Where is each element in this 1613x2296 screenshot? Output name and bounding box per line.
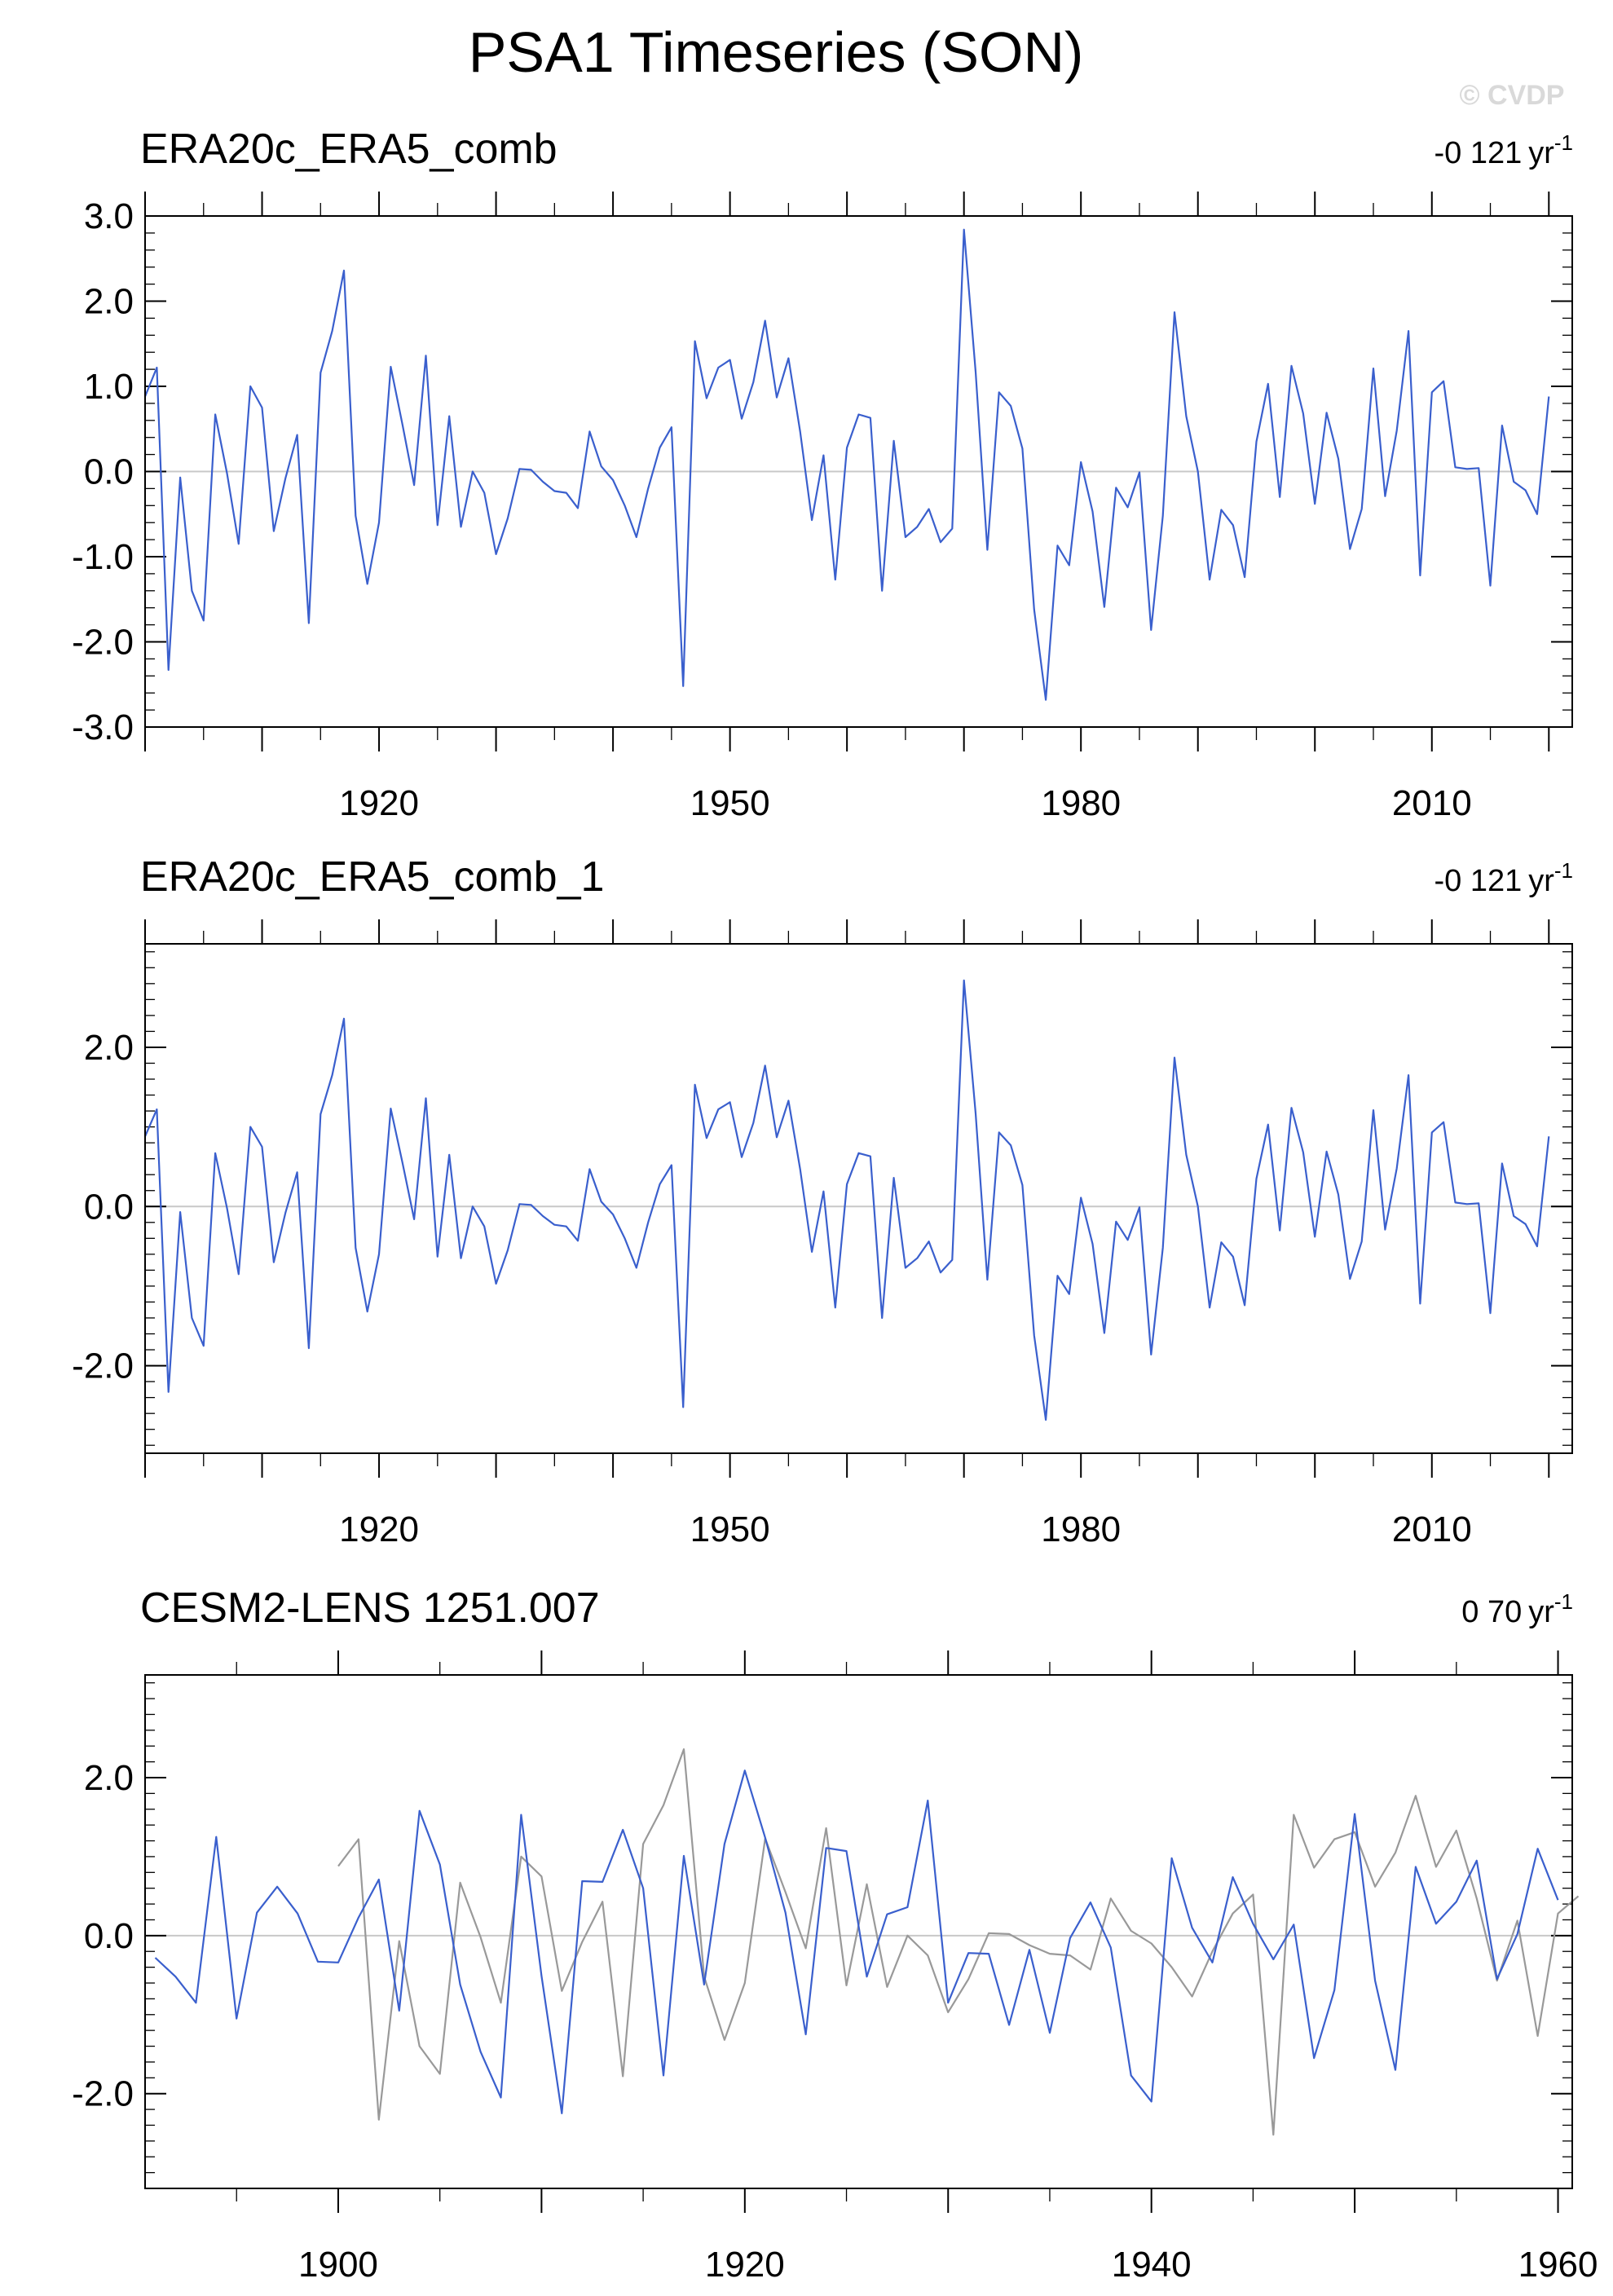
y-tick-label: 3.0	[84, 196, 134, 236]
y-tick-label: 0.0	[84, 1916, 134, 1956]
y-tick-label: 2.0	[84, 282, 134, 322]
y-tick-label: -1.0	[72, 537, 134, 577]
trend-label: -0 121 yr-1	[1434, 130, 1573, 170]
y-tick-label: 2.0	[84, 1758, 134, 1798]
plot-area: -3.0 -2.0 -1.0 0.0 1.0 2.0 3.0 1920 1950 1980 2010	[72, 192, 1573, 823]
x-tick-label: 1950	[690, 783, 770, 823]
trend-value: -0 121	[1434, 864, 1522, 898]
trend-label: 0 70 yr-1	[1461, 1589, 1573, 1629]
panel-3: CESM2-LENS 1251.007 0 70 yr-1 -2.0 0.0 2.0 1…	[72, 1584, 1598, 2285]
trend-unit: yr	[1528, 136, 1554, 170]
plot-frame	[144, 215, 1573, 728]
y-tick-label: 0.0	[84, 1187, 134, 1227]
x-tick-label: 1920	[339, 783, 419, 823]
copyright-watermark: © CVDP	[1460, 80, 1565, 111]
trend-exponent: -1	[1554, 130, 1573, 155]
figure-title: PSA1 Timeseries (SON)	[469, 20, 1084, 84]
x-tick-label: 1920	[705, 2245, 785, 2285]
panel-title: ERA20c_ERA5_comb	[140, 126, 557, 173]
x-tick-label: 1920	[339, 1509, 419, 1549]
series-line	[154, 1769, 1559, 2114]
plot-frame	[144, 943, 1573, 1454]
panel-title: CESM2-LENS 1251.007	[140, 1584, 600, 1632]
trend-exponent: -1	[1554, 858, 1573, 883]
y-tick-label: 1.0	[84, 367, 134, 407]
x-tick-label: 2010	[1392, 783, 1472, 823]
x-tick-label: 1900	[298, 2245, 378, 2285]
series-line	[337, 1748, 1580, 2136]
y-tick-label: 0.0	[84, 452, 134, 492]
trend-unit: yr	[1528, 1595, 1554, 1629]
plot-frame	[144, 1674, 1573, 2189]
x-tick-label: 1980	[1041, 783, 1121, 823]
series-line	[143, 228, 1550, 701]
y-tick-label: 2.0	[84, 1028, 134, 1068]
panel-2: ERA20c_ERA5_comb_1 -0 121 yr-1 -2.0 0.0 2.0…	[72, 853, 1573, 1549]
trend-unit: yr	[1528, 864, 1554, 898]
plot-area: -2.0 0.0 2.0 1900 1920 1940 1960	[72, 1650, 1598, 2285]
x-tick-label: 1940	[1112, 2245, 1192, 2285]
trend-label: -0 121 yr-1	[1434, 858, 1573, 898]
x-tick-label: 1960	[1518, 2245, 1598, 2285]
y-tick-label: -3.0	[72, 707, 134, 747]
panel-title: ERA20c_ERA5_comb_1	[140, 853, 604, 901]
series-line	[143, 979, 1550, 1421]
x-tick-label: 2010	[1392, 1509, 1472, 1549]
trend-value: -0 121	[1434, 136, 1522, 170]
y-tick-label: -2.0	[72, 1346, 134, 1386]
plot-area: -2.0 0.0 2.0 1920 1950 1980 2010	[72, 919, 1573, 1549]
panel-1: ERA20c_ERA5_comb -0 121 yr-1 -3.0 -2.0 -1.0…	[72, 126, 1573, 823]
y-tick-label: -2.0	[72, 623, 134, 663]
y-tick-label: -2.0	[72, 2074, 134, 2114]
x-tick-label: 1950	[690, 1509, 770, 1549]
trend-exponent: -1	[1554, 1589, 1573, 1614]
x-tick-label: 1980	[1041, 1509, 1121, 1549]
trend-value: 0 70	[1461, 1595, 1522, 1629]
